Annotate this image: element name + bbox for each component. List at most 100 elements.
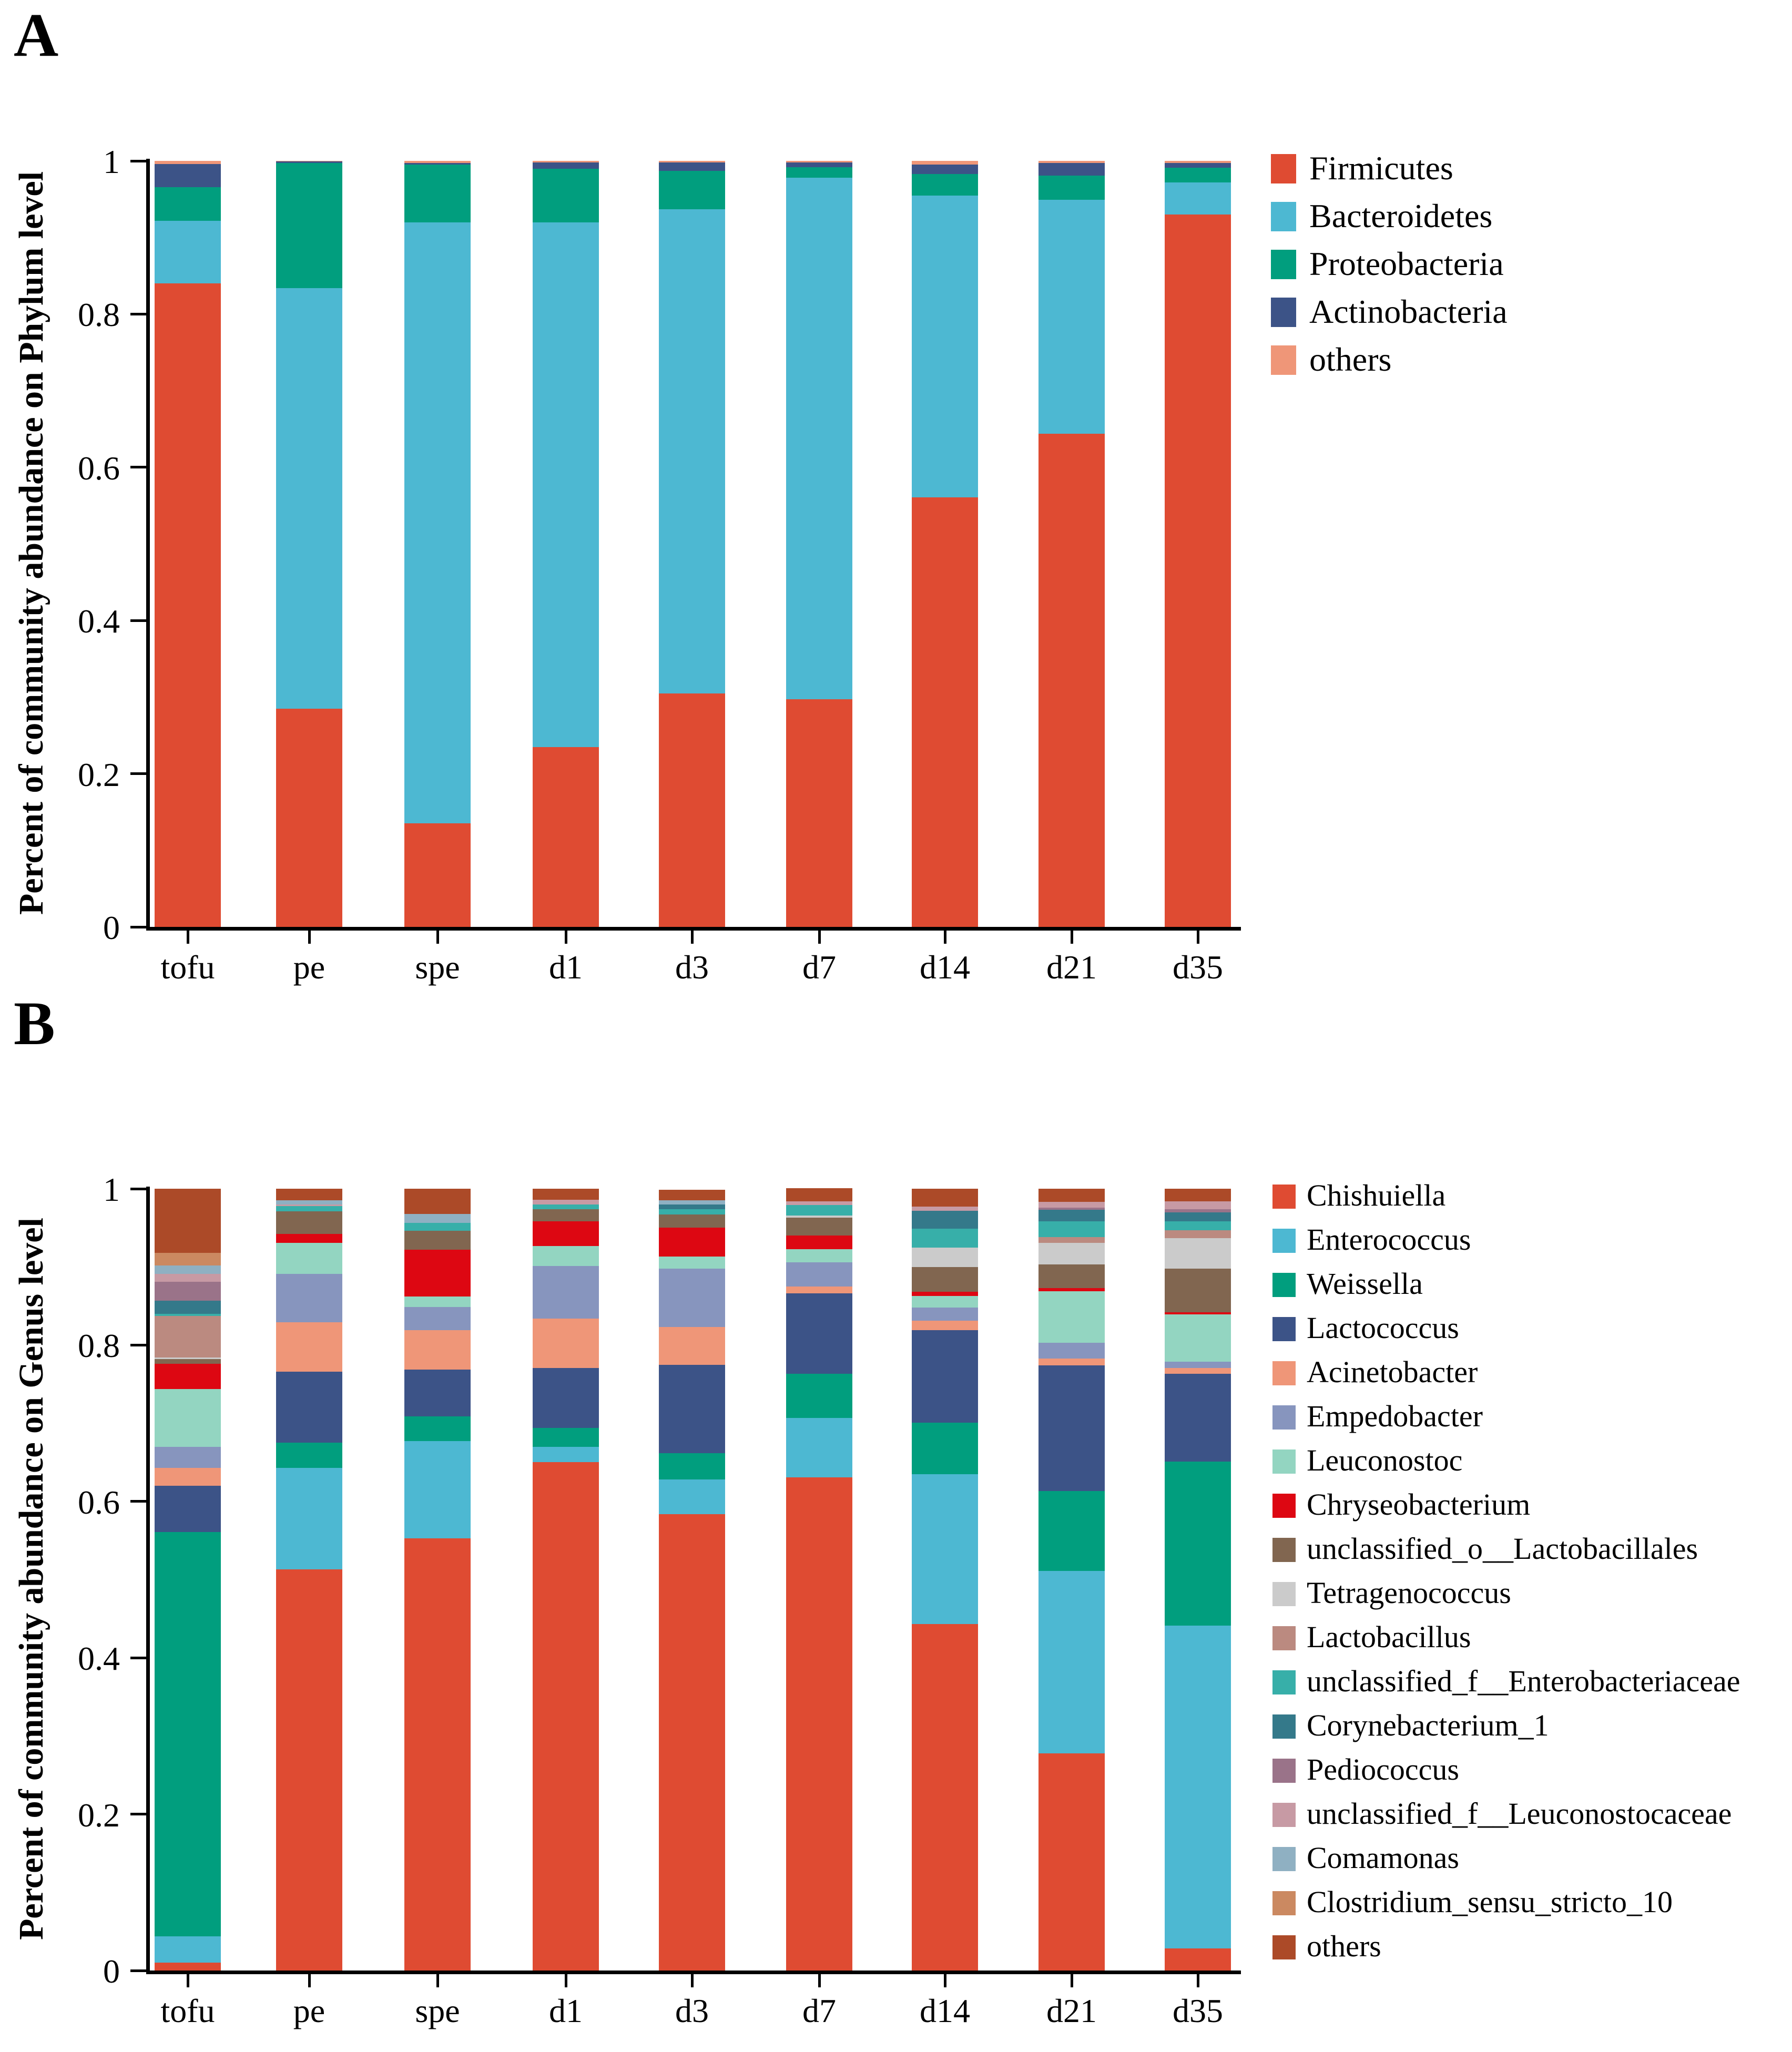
x-category-label-d7: d7: [802, 948, 836, 986]
x-category-label-d21: d21: [1046, 1992, 1097, 2029]
bar-segment-others: [786, 161, 852, 162]
legend-label-Comamonas: Comamonas: [1307, 1841, 1459, 1875]
legend-swatch-Enterococcus: [1272, 1229, 1296, 1253]
x-tick-mark: [1196, 931, 1199, 944]
stacked-bar-spe: [404, 161, 471, 927]
x-tick-mark: [436, 1974, 439, 1987]
bar-segment-Empedobacter: [659, 1268, 725, 1328]
bar-segment-unclassified_o__Lactobacillales: [276, 1211, 342, 1234]
stacked-bar-d14: [912, 161, 978, 927]
legend-label-others: others: [1309, 340, 1392, 378]
x-category-label-pe: pe: [293, 948, 325, 986]
panel-b-letter: B: [14, 989, 55, 1058]
x-tick-mark: [818, 931, 821, 944]
bar-segment-Bacteroidetes: [659, 209, 725, 693]
y-tick-mark: [130, 1813, 146, 1816]
stacked-bar-d21: [1038, 1189, 1105, 1971]
bar-segment-Chryseobacterium: [1038, 1288, 1105, 1291]
bar-segment-others: [404, 161, 471, 164]
bar-segment-Lactococcus: [155, 1486, 221, 1532]
x-category-label-spe: spe: [415, 1992, 460, 2029]
bar-segment-Weissella: [786, 1374, 852, 1418]
bar-segment-Actinobacteria: [404, 163, 471, 165]
bar-segment-Leuconostoc: [659, 1257, 725, 1269]
x-tick-mark: [1070, 1974, 1073, 1987]
bar-segment-others: [1038, 161, 1105, 164]
bar-segment-Leuconostoc: [276, 1242, 342, 1274]
bar-segment-others: [155, 1189, 221, 1253]
x-category-label-d35: d35: [1173, 1992, 1223, 2029]
bar-segment-Chishuiella: [276, 1569, 342, 1971]
legend-label-Lactobacillus: Lactobacillus: [1307, 1620, 1471, 1655]
x-tick-mark: [308, 931, 311, 944]
x-tick-mark: [818, 1974, 821, 1987]
bar-segment-Bacteroidetes: [912, 195, 978, 497]
legend-label-Bacteroidetes: Bacteroidetes: [1309, 197, 1493, 234]
y-axis-line: [146, 1187, 150, 1973]
bar-segment-unclassified_f__Enterobacteriaceae: [1165, 1221, 1231, 1230]
bar-segment-others: [786, 1188, 852, 1201]
x-category-label-d14: d14: [920, 948, 970, 986]
bar-segment-unclassified_o__Lactobacillales: [155, 1359, 221, 1364]
bar-segment-unclassified_f__Leuconostocaceae: [1038, 1202, 1105, 1208]
bar-segment-Lactococcus: [912, 1330, 978, 1423]
x-tick-mark: [690, 931, 694, 944]
bar-segment-Enterococcus: [912, 1474, 978, 1625]
panel-a-letter: A: [14, 1, 59, 69]
x-category-label-spe: spe: [415, 948, 460, 986]
bar-segment-Actinobacteria: [533, 162, 599, 169]
stacked-bar-d35: [1165, 1189, 1231, 1971]
stacked-bar-d3: [659, 161, 725, 927]
y-tick-label: 0.4: [78, 1640, 120, 1678]
bar-segment-Leuconostoc: [533, 1246, 599, 1267]
bar-segment-Acinetobacter: [1038, 1358, 1105, 1366]
y-tick-mark: [130, 1969, 146, 1972]
bar-segment-Lactococcus: [659, 1364, 725, 1453]
stacked-bar-d14: [912, 1189, 978, 1971]
legend-label-Empedobacter: Empedobacter: [1307, 1399, 1483, 1434]
bar-segment-Actinobacteria: [155, 164, 221, 187]
stacked-bar-d3: [659, 1189, 725, 1971]
bar-segment-unclassified_o__Lactobacillales: [533, 1209, 599, 1222]
x-category-label-d1: d1: [549, 948, 583, 986]
bar-segment-unclassified_f__Enterobacteriaceae: [912, 1228, 978, 1248]
bar-segment-Chishuiella: [155, 1963, 221, 1971]
bar-segment-unclassified_f__Leuconostocaceae: [533, 1199, 599, 1204]
legend-label-Firmicutes: Firmicutes: [1309, 149, 1453, 187]
x-category-label-d3: d3: [675, 1992, 709, 2029]
legend-label-Corynebacterium_1: Corynebacterium_1: [1307, 1708, 1549, 1743]
bar-segment-Firmicutes: [276, 708, 342, 927]
stacked-bar-pe: [276, 1189, 342, 1971]
stacked-bar-pe: [276, 161, 342, 927]
x-tick-mark: [690, 1974, 694, 1987]
bar-segment-Proteobacteria: [404, 165, 471, 222]
bar-segment-unclassified_o__Lactobacillales: [1038, 1264, 1105, 1288]
y-tick-mark: [130, 1343, 146, 1346]
legend-swatch-Corynebacterium_1: [1272, 1714, 1296, 1739]
bar-segment-unclassified_o__Lactobacillales: [1165, 1268, 1231, 1312]
y-tick-mark: [130, 1656, 146, 1659]
legend-swatch-Leuconostoc: [1272, 1449, 1296, 1474]
legend-swatch-unclassified_f__Enterobacteriaceae: [1272, 1670, 1296, 1694]
bar-segment-Lactobacillus: [1038, 1237, 1105, 1243]
bar-segment-Chishuiella: [533, 1462, 599, 1971]
bar-segment-others: [1165, 161, 1231, 164]
bar-segment-Corynebacterium_1: [1038, 1210, 1105, 1222]
bar-segment-Firmicutes: [786, 699, 852, 927]
bar-segment-unclassified_o__Lactobacillales: [912, 1267, 978, 1292]
y-tick-label: 0: [103, 1953, 120, 1990]
bar-segment-Firmicutes: [659, 693, 725, 927]
x-category-label-d21: d21: [1046, 948, 1097, 986]
bar-segment-Pediococcus: [1165, 1209, 1231, 1212]
stacked-bar-d1: [533, 161, 599, 927]
stacked-bar-spe: [404, 1189, 471, 1971]
y-tick-mark: [130, 466, 146, 469]
bar-segment-unclassified_o__Lactobacillales: [404, 1231, 471, 1250]
bar-segment-Proteobacteria: [155, 187, 221, 221]
x-tick-mark: [186, 1974, 189, 1987]
bar-segment-Acinetobacter: [404, 1330, 471, 1370]
bar-segment-Bacteroidetes: [155, 220, 221, 284]
legend-label-Tetragenococcus: Tetragenococcus: [1307, 1576, 1511, 1610]
legend-label-unclassified_f__Leuconostocaceae: unclassified_f__Leuconostocaceae: [1307, 1796, 1732, 1831]
bar-segment-unclassified_f__Enterobacteriaceae: [533, 1204, 599, 1209]
